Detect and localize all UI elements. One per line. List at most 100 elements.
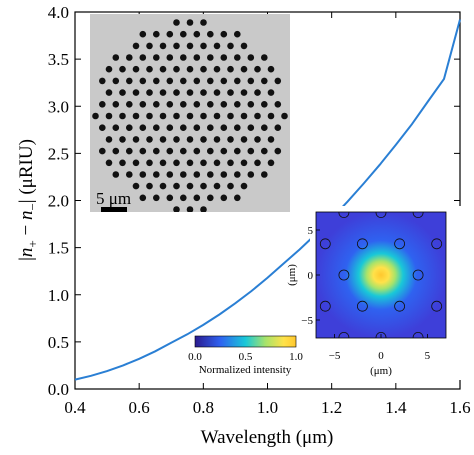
sem-hole [112, 77, 120, 85]
sem-hole [119, 89, 126, 96]
sem-hole [153, 124, 160, 131]
sem-hole [112, 54, 120, 61]
sem-hole [112, 124, 120, 131]
sem-hole [254, 136, 261, 143]
sem-hole [132, 159, 140, 167]
sem-hole [193, 147, 201, 155]
mode-hole-outline [283, 301, 293, 311]
x-tick-label: 1.2 [321, 398, 342, 417]
sem-hole [247, 54, 255, 61]
sem-hole [173, 182, 180, 190]
mode-y-axis-title: (μm) [286, 264, 298, 286]
sem-hole [139, 77, 147, 85]
sem-hole [153, 30, 160, 38]
sem-hole [126, 124, 133, 131]
sem-hole [267, 89, 275, 96]
sem-hole [193, 77, 201, 85]
y-title-bar-left: | [16, 257, 37, 261]
sem-hole [213, 89, 221, 96]
sem-hole [247, 77, 255, 85]
sem-hole [254, 89, 261, 96]
mode-field-map [316, 212, 446, 338]
sem-hole [220, 30, 228, 38]
sem-hole [105, 112, 113, 120]
sem-hole [207, 194, 214, 202]
sem-hole [220, 194, 228, 202]
mode-x-tick-label: 5 [425, 350, 431, 362]
sem-hole [139, 124, 147, 131]
sem-hole [139, 194, 147, 202]
colorbar-gradient [194, 335, 297, 348]
sem-hole [99, 124, 106, 131]
sem-hole [186, 112, 194, 120]
sem-hole [193, 194, 201, 202]
sem-hole [207, 124, 214, 131]
sem-hole [213, 136, 221, 143]
sem-hole [146, 159, 153, 167]
sem-hole [173, 89, 180, 96]
sem-hole [146, 89, 153, 96]
sem-hole [247, 171, 255, 178]
mode-hole-outlines [283, 177, 474, 338]
sem-hole [99, 101, 106, 108]
colorbar: 0.0 0.5 1.0 Normalized intensity [188, 335, 303, 376]
sem-hole [180, 194, 187, 202]
sem-hole [173, 19, 180, 26]
x-tick-label: 0.8 [193, 398, 214, 417]
sem-hole [234, 147, 241, 155]
mode-hole-outline [431, 300, 443, 312]
sem-hole [234, 77, 241, 85]
sem-hole [234, 124, 241, 131]
mode-hole-outline [469, 301, 474, 311]
sem-hole [234, 194, 241, 202]
sem-hole [227, 65, 234, 73]
sem-hole [240, 42, 248, 50]
sem-hole [112, 101, 120, 108]
sem-hole [213, 159, 221, 167]
sem-hole [159, 159, 167, 167]
x-axis-title: Wavelength (μm) [201, 427, 334, 448]
mode-hole-outline [319, 300, 331, 312]
sem-hole [99, 77, 106, 85]
sem-hole [119, 136, 126, 143]
mode-hole-outline [320, 177, 330, 187]
sem-hole [274, 77, 282, 85]
sem-hole [186, 42, 194, 50]
y-tick-label: 0.5 [48, 333, 69, 352]
sem-hole [186, 159, 194, 167]
sem-hole [240, 159, 248, 167]
sem-hole [105, 65, 113, 73]
mode-hole-outline [431, 238, 443, 250]
sem-hole [240, 65, 248, 73]
sem-hole [247, 147, 255, 155]
sem-hole [274, 124, 282, 131]
sem-hole [159, 89, 167, 96]
sem-hole [254, 159, 261, 167]
sem-hole [139, 147, 147, 155]
sem-hole [132, 89, 140, 96]
mode-hole-outline [356, 238, 368, 250]
sem-hole [139, 101, 147, 108]
sem-hole [132, 42, 140, 50]
scale-bar-label: 5 μm [96, 189, 131, 208]
sem-hole [220, 147, 228, 155]
mode-ticks: −5 0 5 5 0 −5 [301, 225, 430, 362]
colorbar-tick-label: 0.5 [239, 351, 253, 363]
sem-hole [267, 136, 275, 143]
sem-hole [261, 54, 268, 61]
sem-hole [200, 65, 207, 73]
sem-hole [112, 147, 120, 155]
sem-hole [227, 42, 234, 50]
sem-hole [261, 101, 268, 108]
mode-hole-outline [319, 238, 331, 250]
sem-hole [153, 194, 160, 202]
sem-hole [153, 147, 160, 155]
sem-hole [193, 30, 201, 38]
sem-hole [213, 112, 221, 120]
sem-hole [146, 42, 153, 50]
sem-hole [173, 65, 180, 73]
sem-hole [186, 65, 194, 73]
sem-hole [220, 77, 228, 85]
sem-hole [180, 124, 187, 131]
sem-hole [200, 112, 207, 120]
